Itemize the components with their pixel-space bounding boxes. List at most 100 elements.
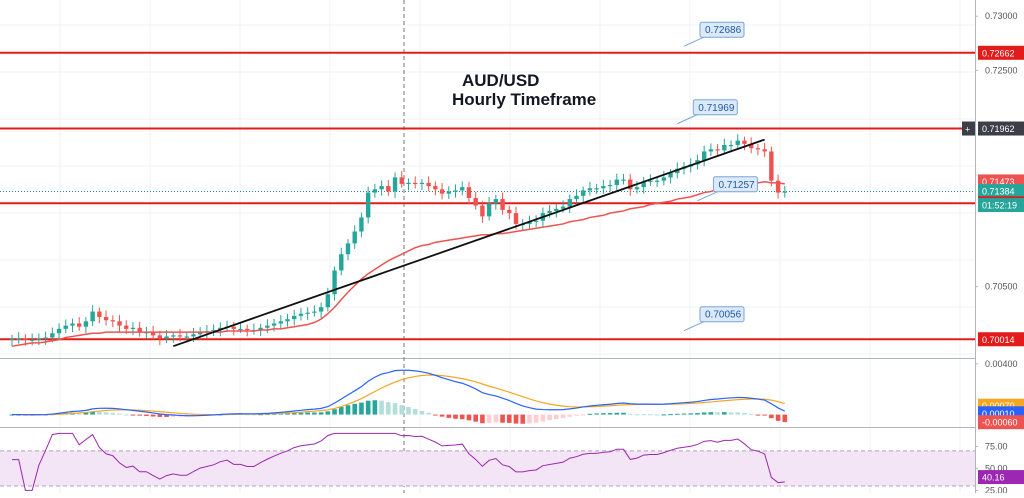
callout-pointer [683,35,707,47]
candle-body [177,335,183,337]
callout-pointer [697,190,720,202]
candle-body [97,311,102,317]
macd-histogram-bar [674,413,680,415]
macd-histogram-bar [748,413,754,415]
macd-histogram-bar [90,411,95,415]
macd-histogram-bar [641,414,646,416]
candle-body [56,328,62,334]
candle-body [728,144,734,147]
candle-body [191,334,196,337]
candle-body [399,177,404,184]
macd-histogram-bar [587,413,593,415]
macd-histogram-bar [312,412,317,415]
macd-histogram-bar [614,412,620,415]
candle-body [29,339,35,341]
price-tag-bg [978,45,1024,60]
candle-body [460,187,465,191]
candle-body [70,323,75,326]
candle-body [150,332,156,336]
candle-body [641,181,646,188]
candle-body [500,199,505,210]
candle-body [23,338,28,340]
macd-histogram-bar [130,414,136,416]
countdown-label: 01:52:19 [982,201,1017,211]
candle-body [668,173,673,178]
candle-body [749,143,754,149]
candle-body [701,151,707,161]
candle-body [601,186,606,189]
macd-histogram-bar [285,413,290,415]
macd-histogram-bar [554,414,559,420]
macd-line [12,369,786,417]
candle-body [493,199,499,204]
macd-histogram-bar [150,414,156,417]
candle-body [171,335,176,337]
macd-histogram-bar [164,414,169,417]
macd-histogram-bar [627,413,633,415]
candle-body [43,337,48,339]
candle-body [433,186,438,190]
candle-body [365,192,371,218]
candle-body [762,149,767,152]
rsi-panel [0,432,975,491]
macd-histogram-bar [775,414,781,421]
price-axis: 0.73000 0.72500 0.70500 0.00400 75.00 50.00 25… [962,11,1024,495]
candle-body [117,321,122,326]
candle-body [648,180,653,182]
candle-body [345,243,351,255]
macd-histogram-bar [278,413,284,415]
macd-histogram-bar [607,413,613,415]
trendline [172,138,765,348]
candle-body [708,149,714,152]
macd-histogram-bar [251,414,257,416]
macd-histogram-bar [527,414,532,424]
candle-body [392,177,398,192]
macd-histogram-bar [97,411,102,415]
candle-body [211,329,216,332]
macd-tag-bg [978,415,1024,430]
candle-body [83,321,89,327]
candle-body [372,189,378,193]
price-tag: 0.71473 [982,177,1015,187]
macd-histogram-bar [318,412,324,415]
callout-label: 0.72686 [705,25,742,36]
macd-histogram-bar [708,412,714,415]
price-tag: 0.71384 [982,187,1015,197]
candle-body [386,186,391,192]
candle-body [312,311,317,313]
macd-tag: 0.00010 [982,409,1015,419]
macd-histogram-bar [305,412,310,415]
candle-body [775,180,781,193]
candle-body [110,320,115,322]
macd-histogram-bar [466,414,472,421]
candle-body [439,189,445,194]
callout-label: 0.71257 [718,180,755,191]
rsi-band [0,450,975,486]
candle-body [722,144,727,151]
macd-histogram-bar [372,400,378,415]
macd-histogram-bar [453,414,458,419]
macd-histogram-bar [695,413,700,415]
candle-body [50,333,55,338]
candles [9,134,787,346]
candle-body [560,206,566,209]
candle-body [755,148,761,150]
rsi-tag: 40.16 [982,473,1005,483]
macd-histogram-bar [681,413,687,415]
macd-histogram-bar [762,414,767,416]
callout-pointer [683,320,707,332]
macd-histogram-bar [76,412,82,415]
price-tag: 0.71962 [982,124,1015,134]
grid [0,0,976,493]
macd-histogram-bar [486,414,492,424]
candle-body [285,319,290,322]
candle-body [634,187,640,190]
macd-histogram-bar [325,411,331,415]
candle-body [628,179,633,190]
callout-box [699,21,745,38]
macd-histogram-bar [365,400,371,415]
callout-box [712,176,758,193]
candle-body [419,182,425,185]
macd-histogram-bar [701,412,707,415]
